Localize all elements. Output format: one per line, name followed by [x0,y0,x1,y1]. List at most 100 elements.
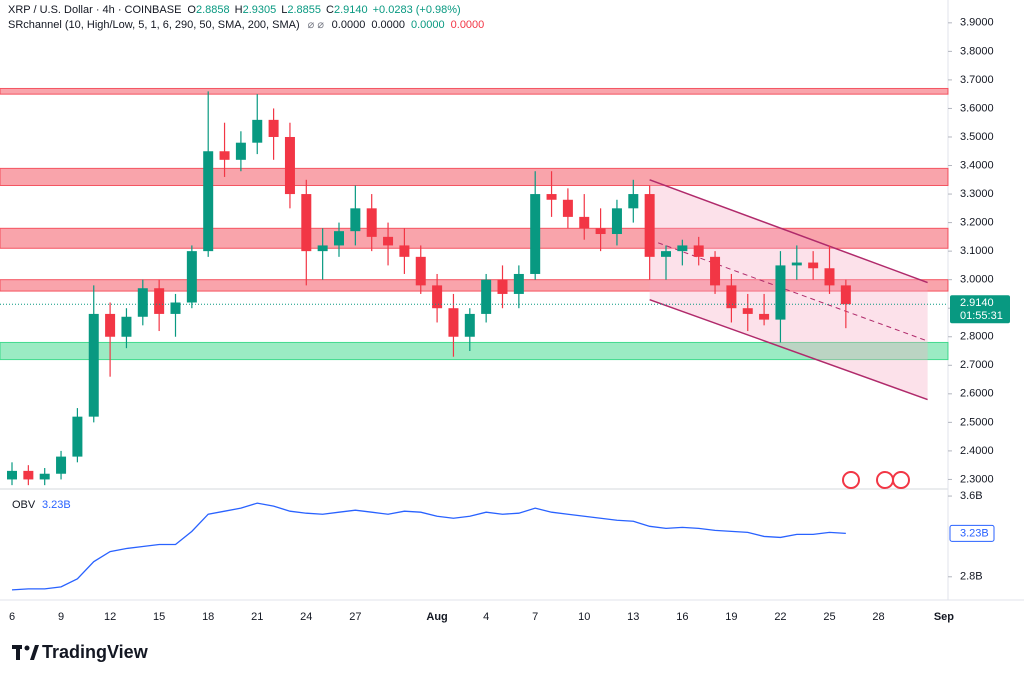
y-tick-label: 2.5000 [960,416,994,428]
y-tick-label: 3.7000 [960,74,994,86]
candle-body [415,256,426,286]
last-price-label: 2.9140 [960,297,994,309]
y-tick-label: 3.6000 [960,102,994,114]
candle-body [611,208,622,235]
candle-body [546,194,557,200]
candle-body [121,316,132,337]
candle-body [530,194,541,274]
candle-body [693,245,704,257]
sr-zone [0,227,949,249]
x-tick-label: 9 [58,611,64,623]
y-tick-label: 2.8000 [960,331,994,343]
y-tick-label: 3.9000 [960,17,994,29]
logo: TradingView [12,642,149,662]
ohlc-value: 2.8855 [287,4,321,16]
candle-body [824,268,835,286]
y-tick-label: 2.4000 [960,445,994,457]
x-tick-label: 13 [627,611,639,623]
x-tick-label: 10 [578,611,590,623]
candle-body [644,194,655,257]
candle-body [628,194,639,209]
logo-mark [16,645,20,660]
candle-body [154,288,165,314]
candle-body [464,313,475,337]
x-tick-label: 21 [251,611,263,623]
candle-body [137,288,148,317]
x-tick-label: 6 [9,611,15,623]
x-tick-label: Aug [426,611,447,623]
candle-body [677,245,688,252]
change: +0.0283 (+0.98%) [373,4,461,16]
candle-body [284,136,295,195]
candle-body [252,119,263,143]
indicator-value: 0.0000 [332,19,366,31]
candle-body [481,279,492,314]
y-tick-label: 3.6B [960,490,983,502]
ohlc-key: O [187,4,196,16]
candle-body [7,470,17,480]
candle-body [742,308,753,314]
x-tick-label: 7 [532,611,538,623]
candle-body [88,313,99,417]
candle-body [595,228,606,235]
countdown: 01:55:31 [960,310,1003,322]
ohlc-key: L [281,4,287,16]
y-tick-label: 3.2000 [960,217,994,229]
indicator-value: 0.0000 [371,19,405,31]
channel-upper [649,179,928,284]
candle-body [186,251,197,303]
candle-body [759,313,770,320]
candle-body [497,279,508,294]
symbol-title: XRP / U.S. Dollar · 4h · COINBASE [8,4,181,16]
sr-zone [0,167,949,186]
y-tick-label: 3.1000 [960,245,994,257]
candle-body [301,194,312,252]
candle-body [808,262,819,269]
candle-body [23,470,34,480]
x-tick-label: 15 [153,611,165,623]
y-tick-label: 3.5000 [960,131,994,143]
candle-body [317,245,328,252]
sr-zone [0,87,949,95]
ohlc-value: 2.9305 [243,4,277,16]
event-icon [892,471,910,489]
candle-body [775,265,786,320]
x-tick-label: 18 [202,611,214,623]
obv-line [11,502,846,591]
candle-body [562,199,573,217]
candle-body [661,251,671,257]
event-icon [876,471,894,489]
candle-body [72,416,83,457]
indicator-icons: ⌀ ⌀ [308,19,325,31]
obv-value-box [949,524,995,542]
candle-body [432,285,443,309]
candle-body [105,313,116,337]
x-tick-label: 24 [300,611,312,623]
obv-title: OBV [12,499,36,511]
channel-fill [649,179,928,400]
candle-body [268,119,279,137]
indicator-name: SRchannel (10, High/Low, 5, 1, 6, 290, 5… [8,19,300,31]
x-tick-label: 27 [349,611,361,623]
ohlc-key: H [235,4,243,16]
candle-body [235,142,246,160]
y-tick-label: 3.3000 [960,188,994,200]
candle-body [219,151,230,160]
candle-body [726,285,737,309]
sr-zone [0,341,949,361]
candle-body [513,273,524,294]
obv-value: 3.23B [42,499,71,511]
candle-body [56,456,67,474]
candle-body [791,262,802,266]
ohlc-value: 2.8858 [196,4,230,16]
header: XRP / U.S. Dollar · 4h · COINBASE O 2.8858… [8,4,484,31]
channel-lower [649,298,928,401]
last-price-box [950,295,1010,324]
logo-mark [24,645,30,651]
y-tick-label: 2.8B [960,571,983,583]
indicator-value: 0.0000 [411,19,445,31]
x-tick-label: 12 [104,611,116,623]
candle-body [448,308,459,337]
obv-value-axis-label: 3.23B [960,527,989,539]
